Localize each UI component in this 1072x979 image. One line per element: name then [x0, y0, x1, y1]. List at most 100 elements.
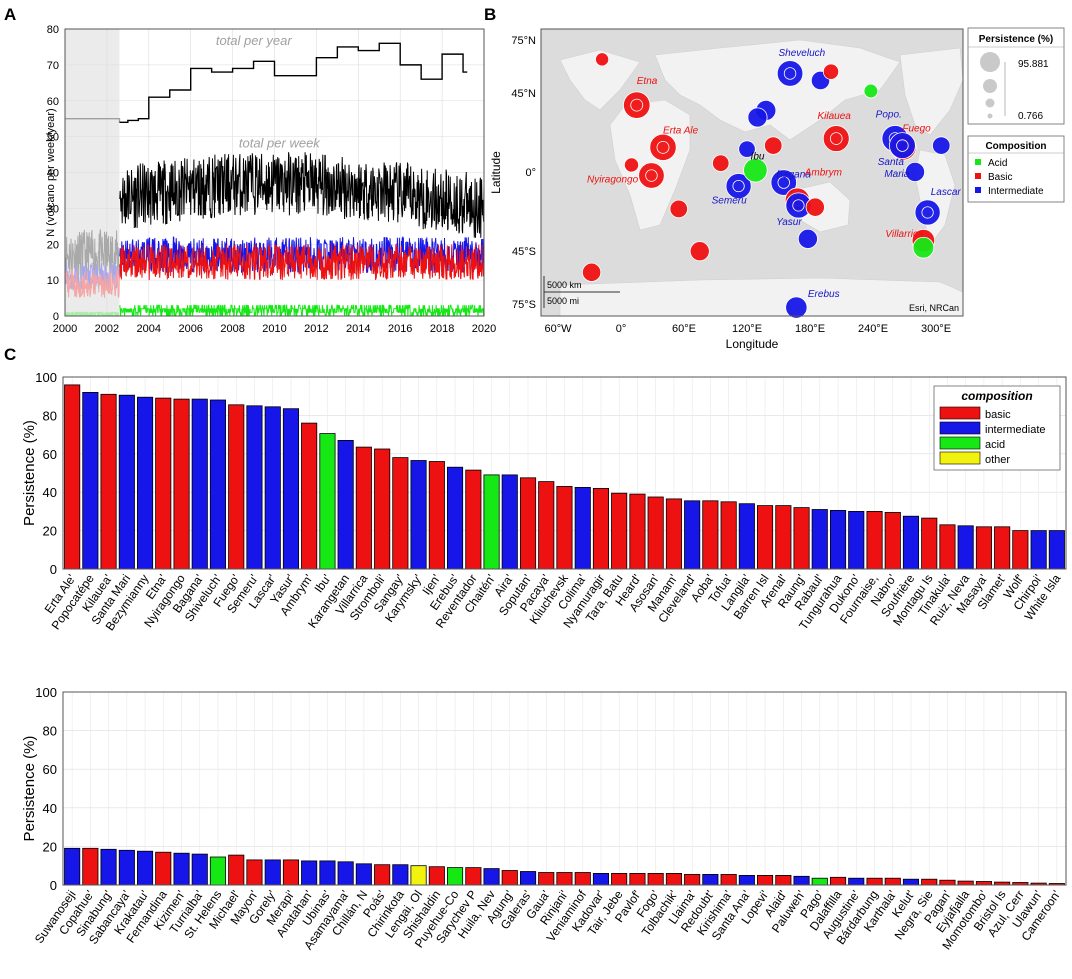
- b-landmass: [899, 47, 964, 136]
- a-annotation-per-year: total per year: [216, 33, 293, 48]
- b-volcano-label: Semeru: [712, 196, 747, 207]
- a-weekly-series-post: [119, 152, 485, 238]
- b-ytick-label: 0°: [525, 167, 536, 179]
- panelC1-bar: [884, 512, 901, 570]
- b-volcano-label: Sheveluch: [779, 48, 826, 59]
- b-volcano-point-inner: [630, 98, 644, 112]
- panelC2-bar: [282, 859, 299, 886]
- panelC2-bar: [720, 874, 737, 886]
- b-persistence-legend-box: [967, 27, 1065, 125]
- panel-label-a: A: [4, 5, 16, 24]
- panelC2-bar: [410, 865, 427, 886]
- b-volcano-point: [776, 60, 804, 87]
- b-volcano-point-inner: [921, 206, 934, 219]
- b-composition-label-intermediate: Intermediate: [988, 186, 1044, 197]
- panelC2-bar: [355, 863, 372, 886]
- panelC2-bar: [82, 847, 99, 886]
- panelC1-bar: [374, 448, 391, 570]
- panelC1-bar: [957, 525, 974, 570]
- a-ytick-label: 40: [47, 168, 59, 180]
- b-volcano-label: Nyiragongo: [587, 175, 639, 186]
- panelC1-bar: [246, 405, 263, 570]
- b-volcano-point: [914, 199, 941, 226]
- panelC1-bar: [921, 517, 938, 570]
- panelC2-bar: [611, 873, 628, 886]
- b-volcano-point: [725, 173, 752, 200]
- b-volcano-point: [624, 157, 640, 173]
- b-volcano-label: Popo.: [876, 109, 902, 120]
- a-xtick-label: 2006: [178, 323, 202, 335]
- panelC1-bar: [902, 515, 919, 570]
- b-volcano-point: [863, 83, 879, 99]
- panelC2-bar: [246, 859, 263, 886]
- panelC1-bar: [939, 524, 956, 570]
- a-xtick-label: 2010: [262, 323, 286, 335]
- panelC1-bar: [592, 487, 609, 570]
- panelC2-bar: [428, 866, 445, 886]
- a-xtick-label: 2020: [472, 323, 496, 335]
- c-legend-swatch-intermediate: [939, 421, 981, 435]
- a-annotation-per-week: total per week: [239, 135, 321, 150]
- panelC2-plot-frame: [62, 691, 1067, 886]
- b-volcano-point: [649, 133, 677, 161]
- panelC2-bar: [228, 854, 245, 886]
- a-weekly-series-pre: [64, 268, 120, 298]
- b-volcano-label: Erta Ale: [663, 125, 699, 136]
- b-volcano-point-inner: [792, 199, 805, 212]
- b-volcano-label: Bagana: [776, 169, 811, 180]
- b-composition-label-acid: Acid: [988, 158, 1007, 169]
- panelC1-bar: [629, 493, 646, 570]
- b-volcano-point-inner: [783, 67, 797, 80]
- panelC1-bar: [428, 461, 445, 570]
- panelC2-bar: [483, 868, 500, 886]
- panelC1-bar: [520, 477, 537, 570]
- panelC1-ytick-label: 40: [43, 485, 57, 500]
- b-persistence-size-sample: [983, 79, 997, 93]
- b-composition-legend-box: [967, 135, 1065, 203]
- panelC2-bar: [757, 875, 774, 886]
- panelC1-bar: [994, 526, 1011, 570]
- panel-b-map: Etna Erta Ale Nyiragongo Sheveluch Kilauea Ba…: [489, 27, 1065, 351]
- b-volcano-label: Villarrica: [885, 229, 924, 240]
- c-legend-title: composition: [961, 389, 1032, 403]
- b-composition-label-basic: Basic: [988, 172, 1012, 183]
- b-volcano-point: [595, 52, 610, 67]
- panelC2-bar: [465, 867, 482, 886]
- panelC2-bar: [647, 873, 664, 886]
- b-volcano-label: Fuego: [902, 124, 931, 135]
- b-volcano-point-inner: [896, 139, 909, 152]
- panelC1-bar: [866, 510, 883, 570]
- panelC1-bar: [793, 507, 810, 570]
- panelC2-ytick-label: 40: [43, 801, 57, 816]
- b-persistence-min: 0.766: [1018, 111, 1043, 122]
- panelC2-bar: [520, 871, 537, 886]
- b-xtick-label: 180°E: [795, 323, 825, 335]
- b-persistence-size-sample: [987, 113, 993, 119]
- a-xtick-label: 2000: [53, 323, 77, 335]
- panelC2-ytick-label: 0: [50, 878, 57, 893]
- panelC1-bar: [720, 501, 737, 570]
- b-volcano-point: [581, 262, 602, 282]
- a-ytick-label: 20: [47, 239, 59, 251]
- b-volcano-point: [822, 63, 840, 80]
- b-volcano-point: [822, 125, 850, 152]
- panelC1-bar: [611, 492, 628, 570]
- panelC1-bar: [264, 406, 281, 570]
- panelC2-bar: [702, 874, 719, 886]
- panelC1-bar: [1012, 530, 1029, 570]
- b-xtick-label: 300°E: [921, 323, 951, 335]
- panelC2-bar: [209, 856, 227, 886]
- panelC2-bar: [392, 864, 409, 886]
- panelC2-bar: [446, 867, 464, 886]
- b-volcano-label: Kilauea: [817, 111, 851, 122]
- b-volcano-label: Yasur: [776, 217, 802, 228]
- panelC1-bar: [501, 474, 518, 570]
- panelC1-bar: [1030, 530, 1047, 570]
- panelC2-bar: [264, 859, 281, 886]
- b-xtick-label: 240°E: [858, 323, 888, 335]
- b-volcano-label: Lascar: [931, 187, 962, 198]
- b-volcano-point: [743, 158, 768, 183]
- panelC2-ytick-label: 20: [43, 839, 57, 854]
- b-ytick-label: 75°N: [511, 35, 536, 47]
